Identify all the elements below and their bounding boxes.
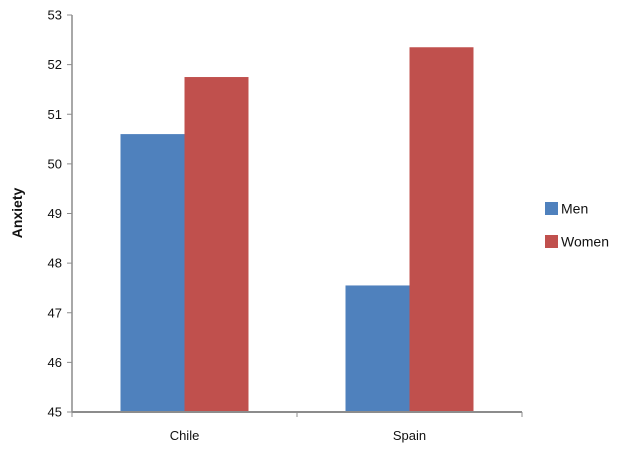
legend-swatch-women: [545, 235, 558, 248]
x-axis-ticks: Chile Spain: [71, 412, 523, 443]
y-tick-label: 47: [48, 305, 62, 320]
bar-women-spain: [409, 47, 474, 412]
y-tick-label: 50: [48, 156, 62, 171]
x-tick-label: Chile: [170, 428, 200, 443]
y-tick-label: 53: [48, 8, 62, 23]
x-tick-label: Spain: [393, 428, 426, 443]
bar-men-spain: [345, 285, 410, 412]
bar-women-chile: [184, 77, 249, 412]
y-tick-label: 52: [48, 57, 62, 72]
y-tick-label: 45: [48, 405, 62, 420]
y-tick-label: 49: [48, 206, 62, 221]
y-tick-label: 48: [48, 256, 62, 271]
chart-bars: [120, 47, 474, 412]
y-axis-title: Anxiety: [9, 188, 25, 239]
legend: Men Women: [545, 201, 609, 250]
legend-label-men: Men: [561, 201, 588, 217]
legend-label-women: Women: [561, 234, 609, 250]
y-tick-label: 51: [48, 107, 62, 122]
bar-men-chile: [120, 134, 185, 412]
y-axis-ticks: 45 46 47 48 49 50 51 52 53: [48, 8, 72, 420]
legend-swatch-men: [545, 202, 558, 215]
y-tick-label: 46: [48, 355, 62, 370]
